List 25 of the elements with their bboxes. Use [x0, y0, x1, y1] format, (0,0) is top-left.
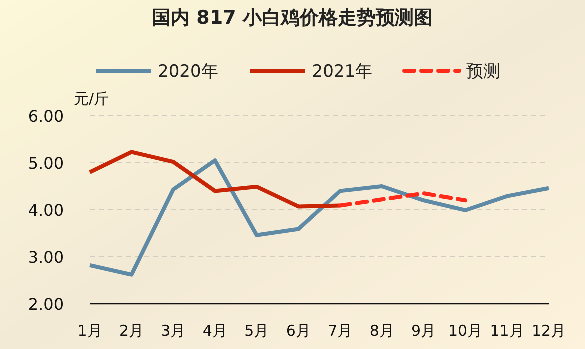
x-tick-label: 12月 [532, 322, 566, 340]
x-tick-label: 5月 [244, 322, 270, 340]
x-tick-label: 3月 [161, 322, 186, 340]
y-tick-label: 6.00 [28, 107, 64, 126]
x-tick-label: 9月 [412, 322, 436, 340]
legend-label: 2021年 [312, 62, 373, 82]
x-tick-label: 11月 [490, 322, 524, 340]
x-tick-label: 7月 [328, 322, 353, 340]
y-tick-label: 5.00 [28, 154, 64, 173]
line-series [88, 158, 551, 277]
y-tick-label: 4.00 [28, 201, 64, 220]
x-tick-label: 4月 [202, 322, 228, 340]
line-series [88, 150, 342, 209]
x-tick-label: 2月 [119, 322, 144, 340]
x-tick-label: 8月 [370, 322, 394, 340]
x-tick-label: 10月 [448, 322, 483, 340]
legend-label: 预测 [466, 62, 501, 82]
y-axis-title: 元/斤 [74, 90, 110, 108]
legend-label: 2020年 [158, 62, 218, 82]
y-tick-label: 2.00 [28, 295, 64, 314]
y-tick-label: 3.00 [28, 248, 64, 267]
x-tick-label: 6月 [286, 322, 311, 340]
x-tick-label: 1月 [78, 322, 102, 340]
chart-title: 国内 817 小白鸡价格走势预测图 [152, 7, 433, 29]
line-series [338, 192, 468, 208]
